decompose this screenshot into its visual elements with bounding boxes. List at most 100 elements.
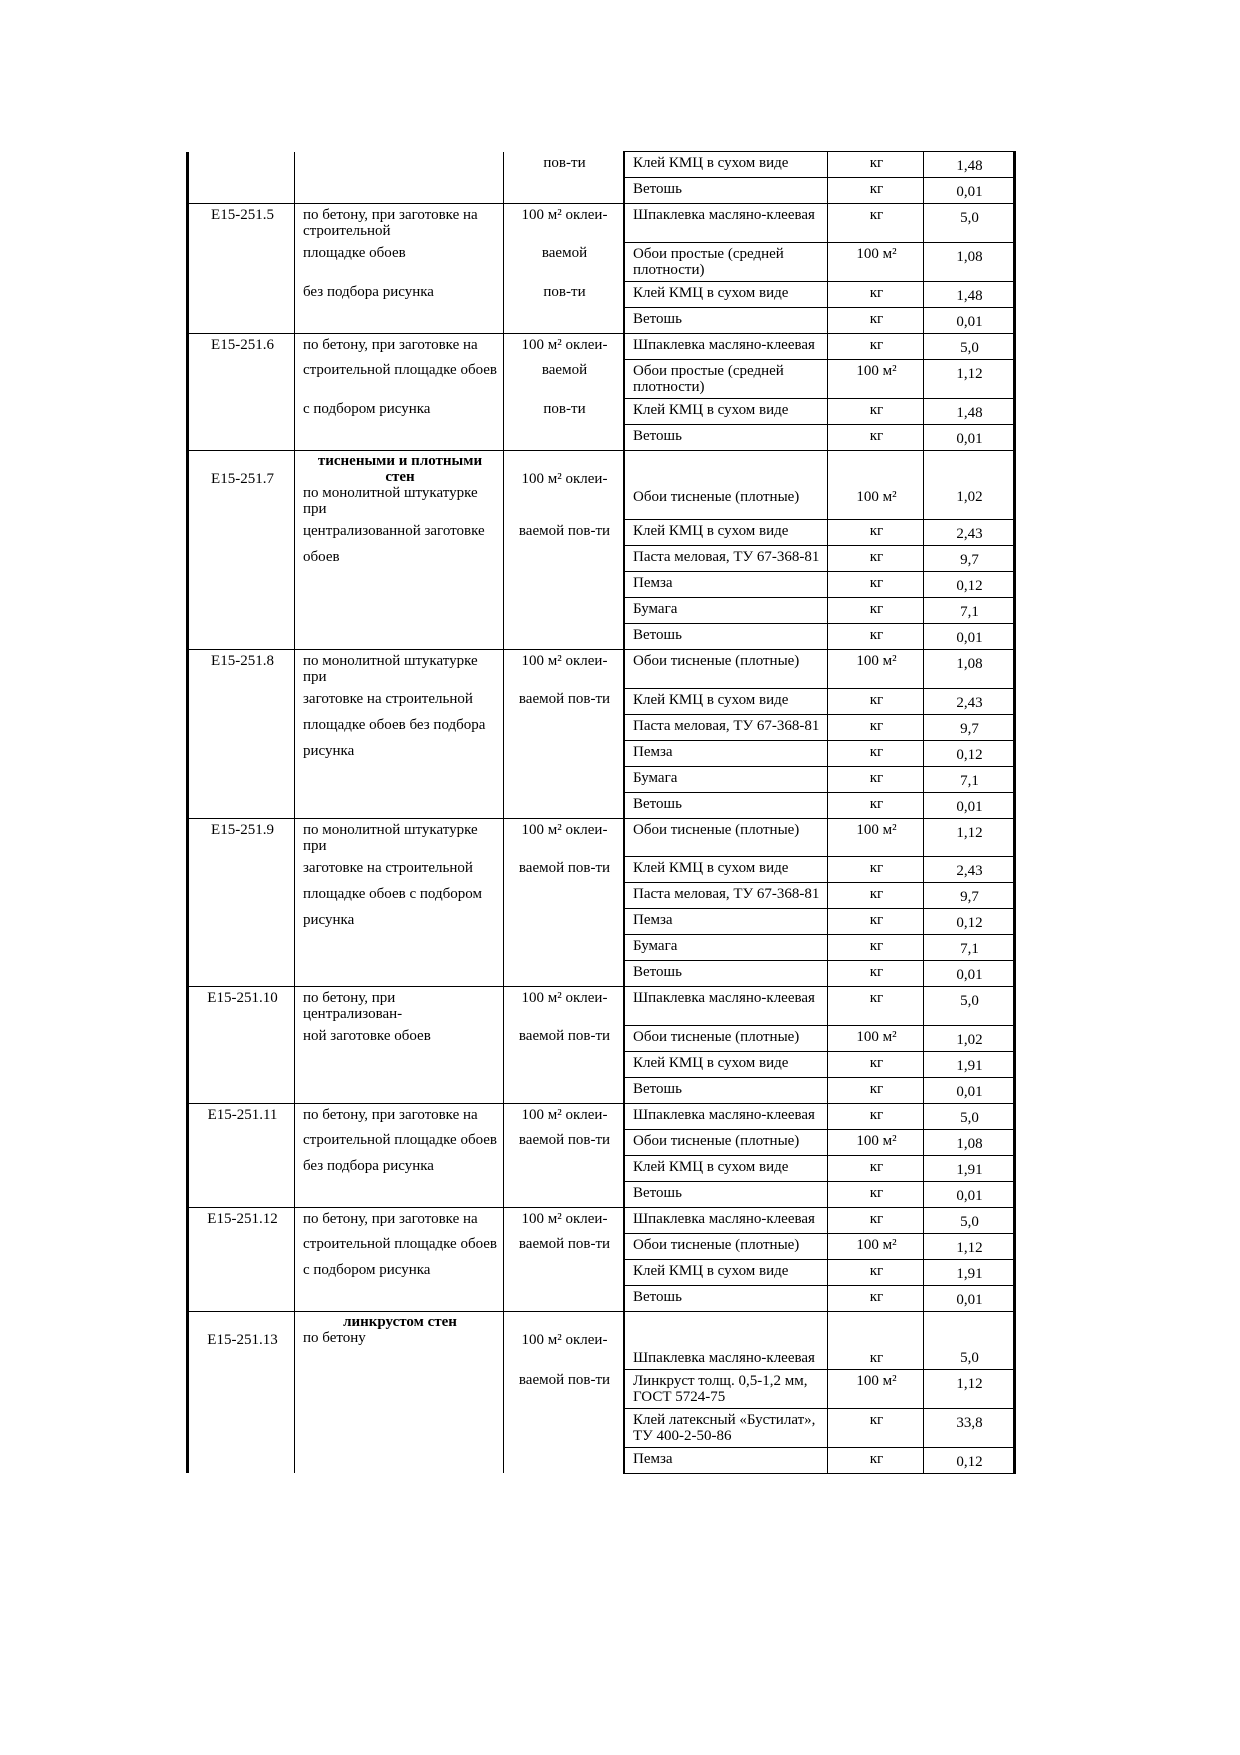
unit-cell: [503, 960, 625, 987]
code-cell: [186, 571, 295, 598]
unit-cell: [503, 571, 625, 598]
material-cell: Бумага: [623, 597, 828, 624]
measure-cell: 100 м²: [827, 1024, 924, 1052]
quantity-cell: 0,01: [923, 306, 1016, 334]
quantity-cell: 9,7: [923, 545, 1016, 572]
table-row: Е15-251.11 по бетону, при заготовке на 100…: [186, 1102, 1016, 1130]
quantity-cell: 5,0: [923, 332, 1016, 360]
unit-cell: [503, 424, 625, 450]
unit-cell: ваемой: [503, 359, 625, 398]
description-cell: [294, 1077, 504, 1103]
material-cell: Пемза: [623, 739, 828, 767]
table-row: Бумага кг 7,1: [186, 934, 1016, 961]
table-row: Ветошь кг 0,01: [186, 1284, 1016, 1312]
unit-cell: [503, 908, 625, 935]
code-cell: [186, 398, 295, 424]
table-row: Ветошь кг 0,01: [186, 423, 1016, 451]
material-cell: Клей КМЦ в сухом виде: [623, 1050, 828, 1078]
material-cell: Ветошь: [623, 1180, 828, 1208]
table-row: ной заготовке обоев ваемой пов-ти Обои тис…: [186, 1024, 1016, 1052]
table-row: Ветошь кг 0,01: [186, 306, 1016, 334]
table-row: с подбором рисунка пов-ти Клей КМЦ в сухом…: [186, 397, 1016, 425]
unit-cell: [503, 597, 625, 624]
table-row: площадке обоев с подбором Паста меловая, …: [186, 882, 1016, 909]
table-row: Клей КМЦ в сухом виде кг 1,91: [186, 1050, 1016, 1078]
material-cell: Пемза: [623, 571, 828, 598]
description-cell: заготовке на строительной: [294, 856, 504, 883]
material-cell: Пемза: [623, 908, 828, 935]
code-cell: [186, 519, 295, 546]
code-cell: [186, 597, 295, 624]
material-cell: Ветошь: [623, 623, 828, 650]
measure-cell: кг: [827, 397, 924, 425]
quantity-cell: 5,0: [923, 1206, 1016, 1234]
code-cell: [186, 281, 295, 307]
quantity-cell: 1,48: [923, 280, 1016, 308]
code-cell: [186, 934, 295, 961]
unit-cell: [503, 177, 625, 204]
description-cell: площадке обоев: [294, 242, 504, 281]
description-cell: рисунка: [294, 908, 504, 935]
code-cell: [186, 908, 295, 935]
table-row: Ветошь кг 0,01: [186, 960, 1016, 987]
code-cell: [186, 688, 295, 714]
unit-cell: ваемой пов-ти: [503, 1129, 625, 1155]
description-cell: с подбором рисунка: [294, 1259, 504, 1285]
quantity-cell: 0,01: [923, 960, 1016, 987]
description-cell: строительной площадке обоев: [294, 1129, 504, 1155]
code-cell: [186, 1077, 295, 1103]
table-row: обоев Паста меловая, ТУ 67-368-81 кг 9,7: [186, 545, 1016, 572]
section-heading: тиснеными и плотными стен: [317, 452, 483, 485]
table-row: Ветошь кг 0,01: [186, 1076, 1016, 1104]
material-cell: Ветошь: [623, 960, 828, 987]
table-row: Бумага кг 7,1: [186, 597, 1016, 624]
code-cell: Е15-251.12: [186, 1206, 295, 1233]
description-cell: обоев: [294, 545, 504, 572]
material-cell: Шпаклевка масляно-клеевая: [623, 332, 828, 360]
table-row: Е15-251.5 по бетону, при заготовке на стр…: [186, 203, 1016, 243]
description-cell: [294, 1285, 504, 1311]
material-cell: Обои тисненые (плотные): [623, 649, 828, 689]
code-cell: [186, 1051, 295, 1077]
material-cell: Клей КМЦ в сухом виде: [623, 687, 828, 715]
unit-cell: ваемой пов-ти: [503, 1025, 625, 1051]
unit-cell: [503, 1259, 625, 1285]
measure-cell: кг: [827, 1258, 924, 1286]
measure-cell: кг: [827, 306, 924, 334]
quantity-cell: 1,12: [923, 817, 1016, 857]
unit-cell: [503, 714, 625, 740]
unit-cell: [503, 1155, 625, 1181]
unit-cell: [503, 1077, 625, 1103]
table-row: Е15-251.10 по бетону, при централизован- 1…: [186, 986, 1016, 1026]
description-cell: [294, 1369, 504, 1408]
measure-cell: 100 м²: [827, 1128, 924, 1156]
table-row: рисунка Пемза кг 0,12: [186, 739, 1016, 767]
material-cell: Ветошь: [623, 423, 828, 451]
material-cell: Клей КМЦ в сухом виде: [623, 1154, 828, 1182]
code-cell: [186, 1285, 295, 1311]
material-cell: Шпаклевка масляно-клеевая: [623, 1206, 828, 1234]
quantity-cell: 1,12: [923, 358, 1016, 399]
table-row: Ветошь кг 0,01: [186, 177, 1016, 204]
code-cell: [186, 151, 295, 178]
description-cell: [294, 597, 504, 624]
quantity-cell: 0,01: [923, 423, 1016, 451]
quantity-cell: 2,43: [923, 856, 1016, 883]
table-row: пов-ти Клей КМЦ в сухом виде кг 1,48: [186, 151, 1016, 178]
material-cell: Паста меловая, ТУ 67-368-81: [623, 545, 828, 572]
table-row: Е15-251.9 по монолитной штукатурке при 100…: [186, 817, 1016, 857]
unit-cell: 100 м² оклеи-: [503, 649, 625, 688]
code-cell: [186, 856, 295, 883]
measure-cell: кг: [827, 571, 924, 598]
code-cell: Е15-251.10: [186, 986, 295, 1025]
quantity-cell: 1,02: [923, 1024, 1016, 1052]
description-cell: рисунка: [294, 740, 504, 766]
quantity-cell: 9,7: [923, 882, 1016, 909]
measure-cell: 100 м²: [827, 817, 924, 857]
unit-cell: [503, 623, 625, 650]
description-cell: с подбором рисунка: [294, 398, 504, 424]
unit-cell: ваемой: [503, 242, 625, 281]
material-cell: Обои тисненые (плотные): [623, 1232, 828, 1260]
unit-cell: [503, 1285, 625, 1311]
description-cell: тиснеными и плотными стен по монолитной ш…: [294, 449, 504, 520]
